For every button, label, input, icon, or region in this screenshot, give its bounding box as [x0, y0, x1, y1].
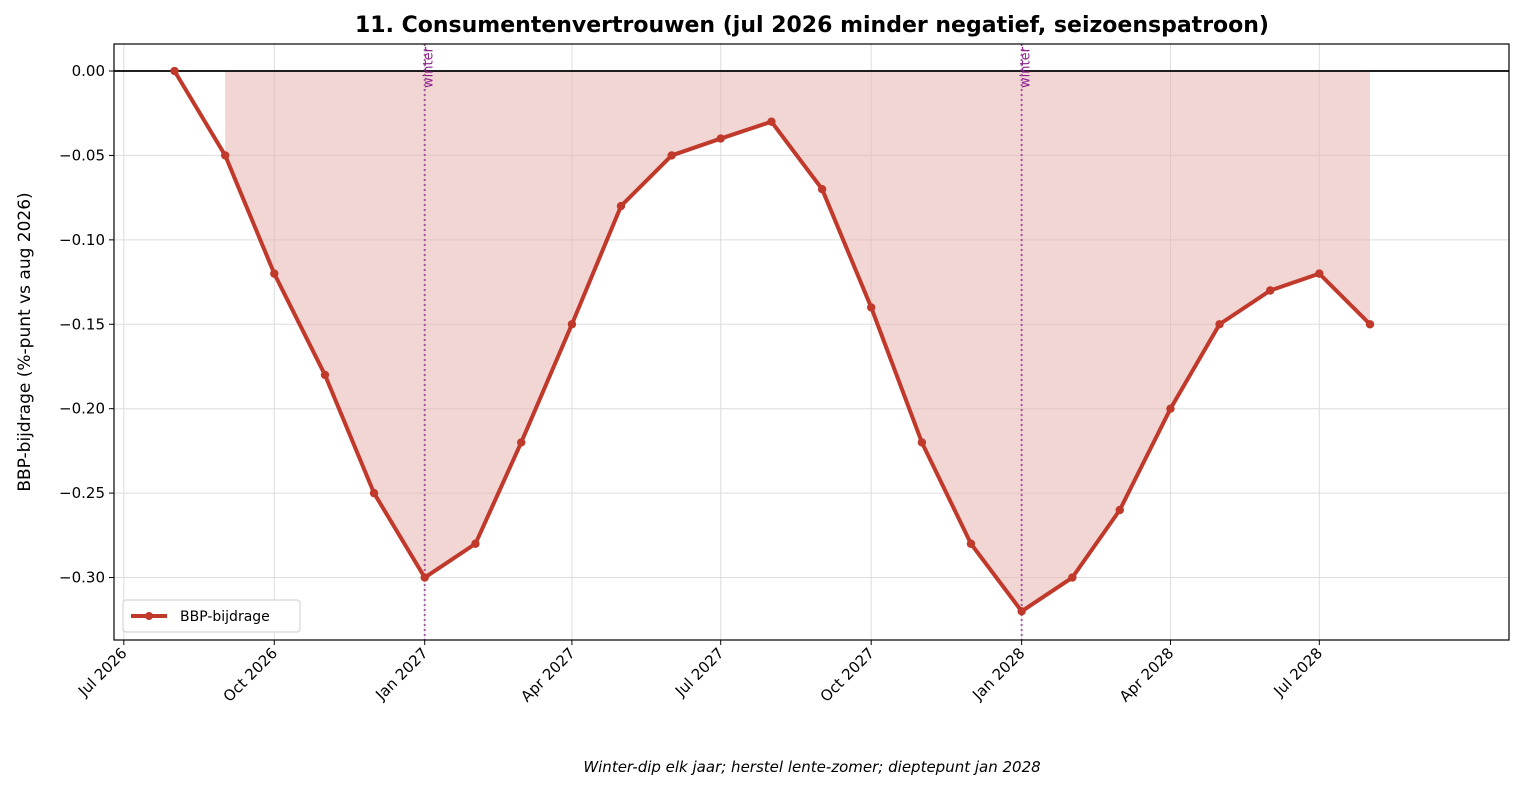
- data-point: [817, 185, 827, 194]
- data-point: [471, 539, 480, 548]
- y-tick-label: −0.05: [59, 146, 105, 164]
- x-tick-label: Oct 2026: [220, 644, 281, 705]
- data-point: [270, 269, 279, 278]
- data-point: [966, 539, 976, 548]
- caption: Winter-dip elk jaar; herstel lente-zomer…: [583, 758, 1040, 776]
- data-point: [420, 573, 429, 582]
- y-tick-label: −0.30: [59, 569, 105, 587]
- y-tick-label: −0.20: [59, 400, 105, 418]
- annotations: winter winter: [422, 44, 1034, 640]
- y-axis: 0.00 −0.05 −0.10 −0.15 −0.20 −0.25 −0.30: [59, 62, 114, 587]
- data-point: [1115, 505, 1124, 515]
- x-axis: Jul 2026 Oct 2026 Jan 2027 Apr 2027 Jul 2027…: [74, 640, 1326, 706]
- data-point: [616, 201, 626, 211]
- plot-frame: [113, 43, 1510, 641]
- x-tick-label: Jan 2027: [371, 644, 431, 704]
- data-point: [517, 438, 526, 447]
- x-tick-label: Oct 2027: [817, 644, 878, 705]
- legend: BBP-bijdrage: [122, 599, 301, 633]
- data-point: [1215, 320, 1224, 329]
- data-point: [369, 488, 379, 498]
- y-tick-label: −0.15: [59, 315, 105, 333]
- data-point: [667, 151, 676, 160]
- area-fill-path: [225, 71, 1370, 612]
- winter-annotation: winter: [1019, 46, 1034, 88]
- data-point: [1365, 320, 1375, 329]
- data-point: [1166, 404, 1175, 413]
- legend-marker: [145, 612, 153, 620]
- winter-annotation: winter: [422, 46, 437, 88]
- data-point: [567, 320, 577, 329]
- x-tick-label: Apr 2028: [1116, 644, 1177, 705]
- x-tick-label: Apr 2027: [517, 644, 578, 705]
- series: [170, 66, 1375, 616]
- legend-box: [122, 599, 301, 633]
- chart-title: 11. Consumentenvertrouwen (jul 2026 mind…: [355, 13, 1269, 38]
- x-tick-label: Jul 2027: [671, 644, 728, 701]
- data-point: [767, 117, 776, 126]
- x-tick-label: Jan 2028: [968, 644, 1028, 704]
- y-tick-label: −0.10: [59, 231, 105, 249]
- data-point: [1068, 573, 1077, 582]
- data-point: [866, 303, 876, 312]
- data-point: [917, 438, 927, 447]
- data-point: [320, 370, 330, 380]
- x-tick-label: Jul 2026: [74, 644, 131, 701]
- data-point: [1266, 286, 1275, 295]
- data-point: [1017, 607, 1026, 616]
- y-tick-label: 0.00: [72, 62, 105, 80]
- y-axis-label: BBP-bijdrage (%-punt vs aug 2026): [15, 192, 35, 491]
- data-point: [221, 151, 230, 160]
- x-tick-label: Jul 2028: [1270, 644, 1327, 701]
- data-point: [716, 134, 725, 143]
- data-point: [170, 66, 179, 76]
- area-fill: [225, 71, 1370, 612]
- y-tick-label: −0.25: [59, 484, 105, 502]
- legend-entry: BBP-bijdrage: [180, 609, 270, 625]
- data-point: [1315, 269, 1324, 278]
